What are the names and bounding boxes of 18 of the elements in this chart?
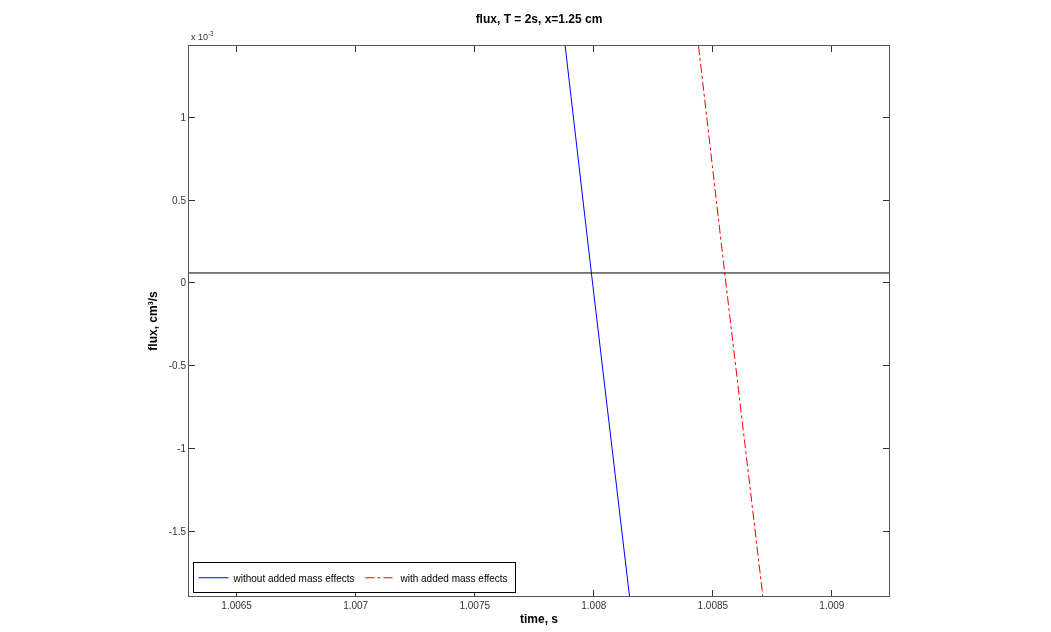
x-tick-label: 1.007 bbox=[343, 600, 369, 611]
legend-label: without added mass effects bbox=[232, 572, 355, 584]
chart-title: flux, T = 2s, x=1.25 cm bbox=[475, 11, 603, 26]
y-axis-title: flux, cm³/s bbox=[146, 291, 161, 351]
x-tick-label: 1.0075 bbox=[459, 600, 491, 611]
legend-label: with added mass effects bbox=[399, 572, 508, 584]
y-tick-label: -0.5 bbox=[168, 360, 187, 372]
y-tick-label: -1 bbox=[177, 443, 187, 455]
x-axis-title: time, s bbox=[519, 611, 559, 626]
y-tick-label: 0 bbox=[180, 277, 187, 289]
x-tick-label: 1.0065 bbox=[221, 600, 253, 611]
x-tick-label: 1.0085 bbox=[697, 600, 729, 611]
y-tick-label: -1.5 bbox=[168, 525, 187, 537]
y-tick-label: 0.5 bbox=[172, 194, 187, 206]
y-tick-label: 1 bbox=[180, 111, 187, 123]
x-tick-label: 1.008 bbox=[581, 600, 607, 611]
x-tick-label: 1.009 bbox=[819, 600, 845, 611]
text: x 10$^{-3}$ bbox=[191, 30, 215, 42]
